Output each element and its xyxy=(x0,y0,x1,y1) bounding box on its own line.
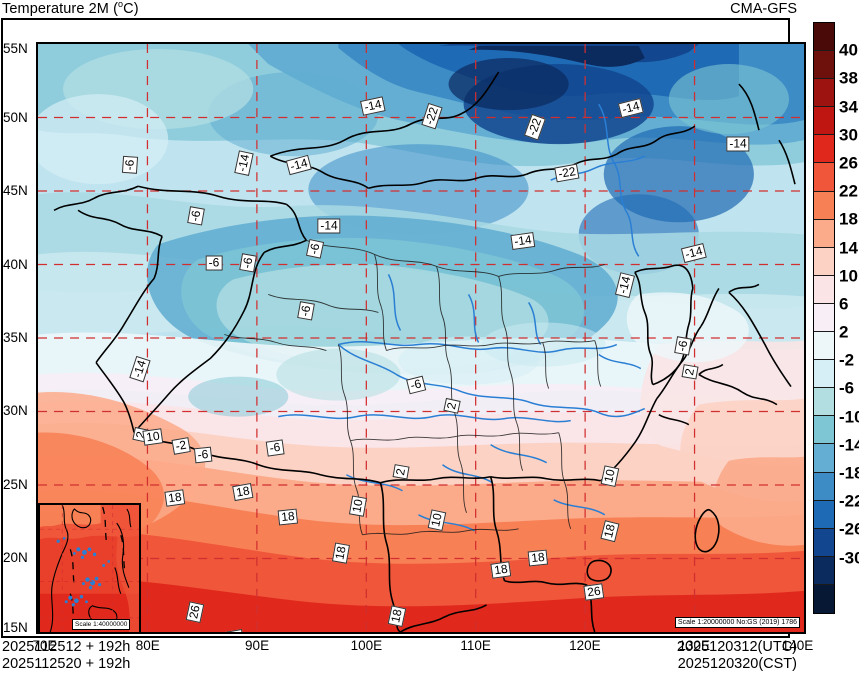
colorbar-band xyxy=(814,360,834,389)
lat-tick-55n: 55N xyxy=(3,40,28,56)
rivers xyxy=(278,103,646,532)
title-unit: C) xyxy=(123,1,139,17)
colorbar-band xyxy=(814,107,834,136)
colorbar-tick: -22 xyxy=(839,491,859,511)
lon-tick-80e: 80E xyxy=(135,638,160,653)
colorbar-tick: -30 xyxy=(839,548,859,568)
lat-tick-40n: 40N xyxy=(3,256,28,272)
lat-tick-35n: 35N xyxy=(3,330,28,345)
colorbar-band xyxy=(814,191,834,220)
contour-label: -6 xyxy=(205,255,223,271)
colorbar-band xyxy=(814,23,834,52)
province-boundaries xyxy=(224,239,605,536)
inset-canvas xyxy=(40,505,139,632)
colorbar-tick: 40 xyxy=(839,40,858,60)
lat-tick-20n: 20N xyxy=(3,550,28,566)
colorbar-tick: 22 xyxy=(839,181,858,201)
colorbar-tick: 2 xyxy=(839,322,849,342)
colorbar-band xyxy=(814,247,834,276)
lat-tick-25n: 25N xyxy=(3,476,28,492)
colorbar-band xyxy=(814,219,834,248)
colorbar-band xyxy=(814,163,834,192)
colorbar-band xyxy=(814,472,834,501)
lon-tick-120e: 120E xyxy=(569,638,601,653)
inset-scale-badge: Scale 1:40000000 xyxy=(72,619,131,630)
colorbar-band xyxy=(814,79,834,108)
contour-label: -14 xyxy=(726,136,750,152)
contour-label: 2 xyxy=(681,364,699,380)
colorbar-tick: 14 xyxy=(839,238,858,258)
colorbar-band xyxy=(814,51,834,80)
contour-label: -6 xyxy=(674,336,692,356)
contour-label: 18 xyxy=(277,508,299,526)
colorbar-tick: 6 xyxy=(839,294,849,314)
contour-label: -6 xyxy=(265,439,285,457)
title-label: Temperature 2M ( xyxy=(2,1,119,17)
lat-tick-45n: 45N xyxy=(3,183,28,199)
colorbar-band xyxy=(814,416,834,445)
colorbar-tick: 38 xyxy=(839,68,858,88)
colorbar-tick: -14 xyxy=(839,435,859,455)
colorbar-band xyxy=(814,275,834,304)
valid-time-cst: 2025120320(CST) xyxy=(677,656,797,672)
colorbar-tick: -2 xyxy=(839,350,855,370)
colorbar-band xyxy=(814,332,834,361)
lon-tick-130e: 130E xyxy=(678,638,710,653)
colorbar-band xyxy=(814,500,834,529)
colorbar-tick: 26 xyxy=(839,153,858,173)
lat-tick-15n: 15N xyxy=(3,619,28,635)
colorbar-tick: 34 xyxy=(839,97,858,117)
contour-label: 10 xyxy=(142,428,164,446)
colorbar-band xyxy=(814,444,834,473)
lon-tick-110e: 110E xyxy=(460,638,491,653)
colorbar[interactable] xyxy=(813,22,835,614)
lat-tick-50n: 50N xyxy=(3,109,28,125)
degree-symbol: o xyxy=(118,0,124,10)
colorbar-band xyxy=(814,303,834,333)
colorbar-tick: 10 xyxy=(839,266,858,286)
contour-label: 26 xyxy=(583,583,605,601)
colorbar-tick: 30 xyxy=(839,125,858,145)
contour-label: -6 xyxy=(121,156,139,174)
map-panel[interactable]: -14 -22 -22 -14 -14 -22 -6 -14 -14 -6 -14 -6 -6 -6 -14… xyxy=(36,42,806,634)
lon-tick-100e: 100E xyxy=(350,638,383,653)
lon-tick-70e: 70E xyxy=(32,638,57,653)
model-label: CMA-GFS xyxy=(730,1,797,17)
contour-label: -6 xyxy=(297,301,315,321)
colorbar-tick: -6 xyxy=(839,378,855,398)
lon-tick-90e: 90E xyxy=(245,638,270,653)
colorbar-band xyxy=(814,528,834,557)
contour-label: 18 xyxy=(490,561,512,579)
init-time-utc: 2025112512 + 192h xyxy=(2,639,131,655)
inset-map-south-china-sea[interactable]: Scale 1:40000000 xyxy=(38,503,141,632)
colorbar-tick: -26 xyxy=(839,519,859,539)
lat-tick-30n: 30N xyxy=(3,403,28,419)
contour-label: -6 xyxy=(193,446,213,464)
colorbar-band xyxy=(814,388,834,417)
colorbar-tick: 18 xyxy=(839,209,858,229)
colorbar-band xyxy=(814,556,834,585)
contour-label: -2 xyxy=(171,437,191,455)
colorbar-tick: -18 xyxy=(839,463,859,483)
colorbar-tick: -10 xyxy=(839,407,859,427)
contour-label: -6 xyxy=(187,206,205,226)
map-canvas xyxy=(38,44,804,632)
colorbar-band xyxy=(814,135,834,164)
contour-label: 18 xyxy=(164,489,186,507)
contour-label: 18 xyxy=(527,549,549,567)
contour-label: -14 xyxy=(317,218,341,234)
contour-label: -14 xyxy=(510,231,536,251)
contour-label: 2 xyxy=(392,464,410,480)
contour-label: -6 xyxy=(239,253,257,273)
init-time-cst: 2025112520 + 192h xyxy=(2,656,131,672)
lon-tick-140e: 140E xyxy=(781,638,814,653)
valid-time-utc: 2025120312(UTC) xyxy=(676,639,797,655)
page-title: Temperature 2M (oC) xyxy=(2,0,139,18)
map-frame: 55N 50N 45N 40N 35N 30N 25N 20N 15N 70E 80E 90E 100… xyxy=(1,18,813,653)
colorbar-band xyxy=(814,584,834,613)
map-scale-badge: Scale 1:20000000 No:GS (2019) 1786 xyxy=(674,617,800,628)
temperature-contour-field xyxy=(38,44,804,632)
